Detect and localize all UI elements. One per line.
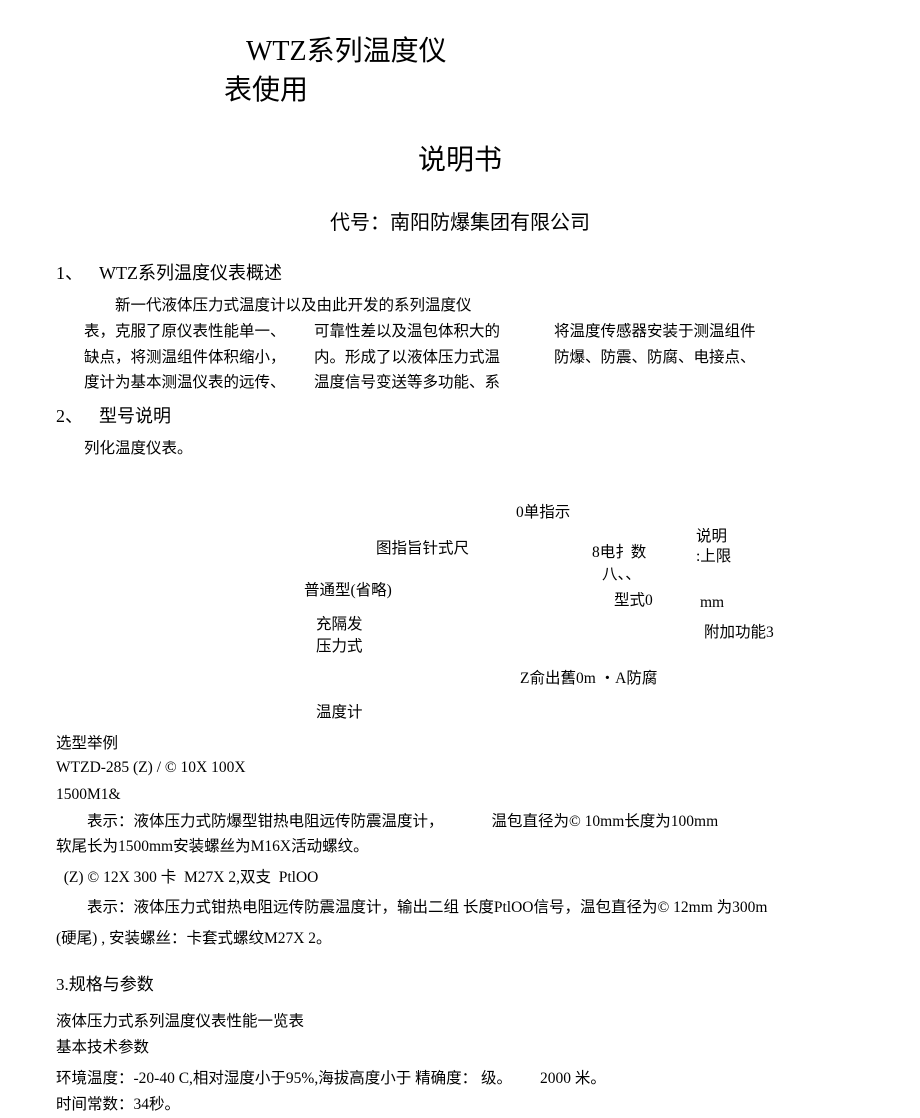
title-manual: 说明书 — [56, 138, 864, 178]
example-heading: 选型举例 — [56, 732, 118, 757]
col1-line3: 度计为基本测温仪表的远传、 — [84, 370, 294, 396]
example-desc1-cont: 软尾长为1500mm安装螺丝为M16X活动螺纹。 — [56, 835, 864, 860]
overview-col2: 可靠性差以及温包体积大的 内。形成了以液体压力式温 温度信号变送等多功能、系 — [314, 319, 524, 396]
spec-env-left: 环境温度：-20-40 C,相对湿度小于95%,海拔高度小于 精确度： 级。 — [56, 1066, 512, 1092]
diagram-addon: 附加功能3 — [704, 620, 774, 642]
col3-line2: 防爆、防震、防腐、电接点、 — [554, 345, 774, 371]
example-row1: 选型举例 — [56, 732, 864, 757]
col2-line3: 温度信号变送等多功能、系 — [314, 370, 524, 396]
example-desc1: 表示：液体压力式防爆型钳热电阻远传防震温度计， 温包直径为© 10mm长度为10… — [56, 810, 864, 835]
example-code1: WTZD-285 (Z) / © 10X 100X — [56, 756, 864, 781]
overview-col3: 将温度传感器安装于测温组件 防爆、防震、防腐、电接点、 — [554, 319, 774, 396]
title-line1: WTZ系列温度仪 — [246, 32, 864, 71]
spec-basic-params: 基本技术参数 — [56, 1035, 864, 1061]
spec-env-right: 2000 米。 — [540, 1066, 606, 1092]
diagram-eight: 八、、 — [602, 562, 641, 584]
diagram-single-indicator: 0单指示 — [516, 500, 570, 522]
section1-heading: 1、 WTZ系列温度仪表概述 — [56, 259, 864, 285]
diagram-pointer: 图指旨针式尺 — [376, 536, 469, 558]
diagram-explain: 说明 — [696, 524, 727, 546]
example-code1b: 1500M1& — [56, 783, 864, 808]
col2-line1: 可靠性差以及温包体积大的 — [314, 319, 524, 345]
diagram-normal: 普通型(省略) — [304, 578, 392, 600]
example-desc1-left: 表示：液体压力式防爆型钳热电阻远传防震温度计， — [56, 810, 444, 835]
spec-time-const: 时间常数：34秒。 — [56, 1092, 864, 1118]
overview-block: 新一代液体压力式温度计以及由此开发的系列温度仪 表，克服了原仪表性能单一、 缺点… — [84, 293, 864, 395]
section1-title: WTZ系列温度仪表概述 — [99, 263, 282, 283]
overview-intro: 新一代液体压力式温度计以及由此开发的系列温度仪 — [84, 293, 864, 319]
diagram-upper-limit: :上限 — [696, 544, 731, 566]
overview-col1: 表，克服了原仪表性能单一、 缺点，将测温组件体积缩小， 度计为基本测温仪表的远传… — [84, 319, 294, 396]
example-block: 选型举例 WTZD-285 (Z) / © 10X 100X 1500M1& 表… — [56, 732, 864, 952]
diagram-output: Z俞出舊0m ・A防腐 — [520, 666, 657, 688]
company-line: 代号：南阳防爆集团有限公司 — [56, 206, 864, 235]
diagram-pressure: 压力式 — [316, 634, 363, 656]
overview-columns: 表，克服了原仪表性能单一、 缺点，将测温组件体积缩小， 度计为基本测温仪表的远传… — [84, 319, 864, 396]
col2-line2: 内。形成了以液体压力式温 — [314, 345, 524, 371]
diagram-type0: 型式0 — [614, 588, 653, 610]
section3-heading: 3.规格与参数 — [56, 970, 864, 995]
spec-title: 液体压力式系列温度仪表性能一览表 — [56, 1009, 864, 1035]
section2-heading: 2、型号说明 — [56, 402, 864, 428]
col1-line1: 表，克服了原仪表性能单一、 — [84, 319, 294, 345]
col3-line1: 将温度传感器安装于测温组件 — [554, 319, 774, 345]
section1-num: 1、 — [56, 263, 83, 283]
example-desc2: 表示：液体压力式钳热电阻远传防震温度计，输出二组 长度PtlOO信号，温包直径为… — [56, 896, 864, 921]
diagram-fill: 充隔发 — [316, 612, 363, 634]
section2-trail: 列化温度仪表。 — [84, 436, 864, 458]
diagram-thermometer: 温度计 — [316, 700, 363, 722]
spec-env: 环境温度：-20-40 C,相对湿度小于95%,海拔高度小于 精确度： 级。 2… — [56, 1062, 864, 1092]
model-diagram: 0单指示 图指旨针式尺 说明 8电扌数 :上限 八、、 普通型(省略) 型式0 … — [56, 500, 864, 720]
section2-num: 2、 — [56, 406, 83, 426]
example-desc1-right: 温包直径为© 10mm长度为100mm — [492, 810, 719, 835]
section2-title: 型号说明 — [99, 406, 171, 426]
col1-line2: 缺点，将测温组件体积缩小， — [84, 345, 294, 371]
example-code2: (Z) © 12X 300 卡 M27X 2,双支 PtlOO — [56, 866, 864, 891]
title-line2: 表使用 — [224, 71, 864, 110]
diagram-electric: 8电扌数 — [592, 540, 646, 562]
example-desc2-cont: (硬尾) , 安装螺丝：卡套式螺纹M27X 2。 — [56, 927, 864, 952]
diagram-mm: mm — [700, 594, 724, 612]
